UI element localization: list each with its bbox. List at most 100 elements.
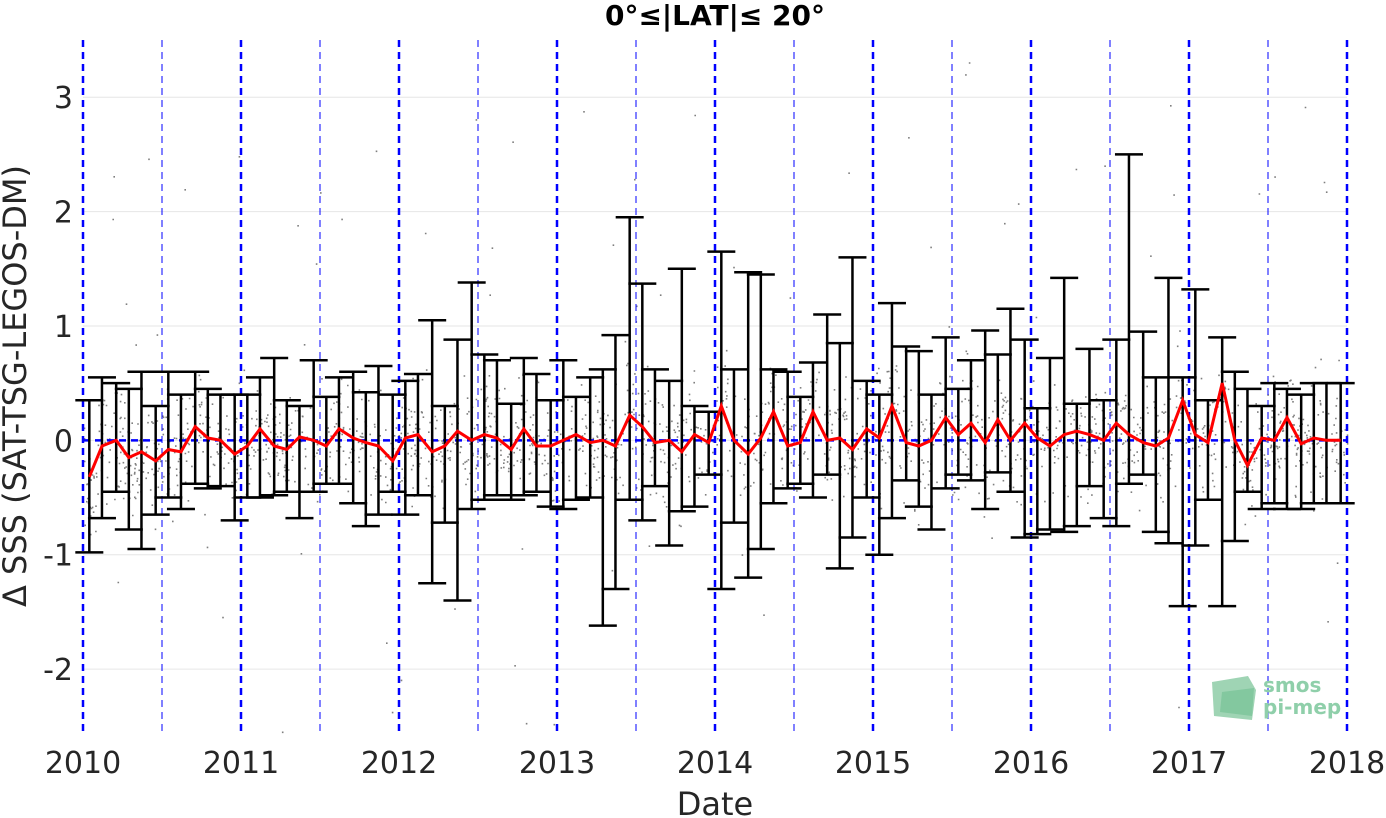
logo-text-smos: smos xyxy=(1263,673,1321,697)
errorbar xyxy=(378,393,407,494)
errorbar xyxy=(904,349,933,508)
errorbar xyxy=(391,379,420,516)
smos-pi-mep-logo: smos pi-mep xyxy=(1212,673,1341,720)
errorbar xyxy=(1035,356,1064,531)
errorbar xyxy=(640,368,669,488)
y-tick-label: 1 xyxy=(54,310,73,345)
x-tick-label: 2013 xyxy=(519,746,595,781)
errorbar xyxy=(773,370,802,490)
errorbar xyxy=(680,404,709,508)
errorbar xyxy=(1023,407,1052,536)
x-axis-title: Date xyxy=(677,785,753,818)
errorbar xyxy=(1181,288,1210,547)
errorbar xyxy=(759,368,788,505)
x-tick-label: 2010 xyxy=(45,746,121,781)
errorbar xyxy=(825,341,854,570)
x-tick-label: 2017 xyxy=(1151,746,1227,781)
logo-text-pi-mep: pi-mep xyxy=(1263,695,1341,719)
errorbar xyxy=(443,338,472,602)
errorbar xyxy=(102,381,131,494)
errorbar xyxy=(576,376,605,499)
errorbar xyxy=(1233,387,1262,494)
errorbar xyxy=(1326,381,1355,505)
errorbar xyxy=(470,353,499,502)
errorbar xyxy=(364,364,393,516)
errorbar xyxy=(852,379,881,499)
errorbar xyxy=(1168,376,1197,608)
errorbar xyxy=(1154,276,1183,545)
errorbar xyxy=(1089,399,1118,520)
errorbar xyxy=(285,404,314,520)
errorbar xyxy=(272,399,301,494)
monthly-mean-line xyxy=(87,382,1341,478)
errorbar xyxy=(615,216,644,502)
errorbar xyxy=(996,307,1025,494)
y-tick-label: 3 xyxy=(54,81,73,116)
x-tick-label: 2016 xyxy=(993,746,1069,781)
y-tick-label: -1 xyxy=(43,539,73,574)
plot-area xyxy=(75,40,1355,734)
x-tick-label: 2011 xyxy=(203,746,279,781)
errorbar xyxy=(971,329,1000,511)
errorbar xyxy=(956,359,985,482)
errorbar xyxy=(667,267,696,513)
errorbar xyxy=(628,282,657,522)
mean-line-layer xyxy=(87,382,1341,478)
errorbar xyxy=(351,391,380,528)
errorbar xyxy=(114,387,143,531)
x-tick-labels: 2010 2011 2012 2013 2014 2015 2016 2017 2018 xyxy=(45,746,1385,781)
errorbar xyxy=(457,281,486,511)
errorbar xyxy=(1010,338,1039,539)
errorbar xyxy=(798,361,827,499)
errorbar xyxy=(561,395,590,502)
x-tick-label: 2014 xyxy=(677,746,753,781)
x-tick-label: 2018 xyxy=(1309,746,1385,781)
errorbar xyxy=(1247,404,1276,511)
errorbar xyxy=(154,370,183,499)
errorbar xyxy=(655,379,684,547)
y-axis-title: Δ SSS (SAT-TSG-LEGOS-DM) xyxy=(0,165,34,607)
errorbar xyxy=(892,345,921,482)
errorbar xyxy=(1220,370,1249,543)
chart-title: 0°≤|LAT|≤ 20° xyxy=(605,0,825,32)
errorbar xyxy=(1129,330,1158,476)
errorbar xyxy=(1208,336,1237,608)
errorbar xyxy=(813,313,842,476)
errorbar xyxy=(944,387,973,476)
logo-mark-shade xyxy=(1220,688,1254,716)
errorbar xyxy=(1287,393,1316,511)
errorbar xyxy=(877,301,906,520)
errorbar xyxy=(1260,381,1289,505)
errorbar xyxy=(127,370,156,551)
errorbar xyxy=(1114,153,1143,486)
x-tick-label: 2015 xyxy=(835,746,911,781)
errorbar xyxy=(522,372,551,494)
reference-lines xyxy=(81,40,1349,732)
errorbar xyxy=(1102,338,1131,528)
errorbar xyxy=(588,368,617,627)
errorbar xyxy=(497,402,526,502)
errorbar xyxy=(536,399,565,508)
errorbar xyxy=(1075,347,1104,488)
y-tick-label: 0 xyxy=(54,424,73,459)
errorbar xyxy=(917,393,946,531)
errorbar xyxy=(931,336,960,490)
errorbar xyxy=(245,376,274,499)
errorbar xyxy=(719,368,748,524)
errorbar xyxy=(482,359,511,497)
errorbar xyxy=(430,404,459,524)
errorbar xyxy=(299,359,328,494)
y-tick-labels: -2 -1 0 1 2 3 xyxy=(43,81,73,688)
errorbar xyxy=(865,393,894,556)
y-tick-label: 2 xyxy=(54,196,73,231)
errorbar xyxy=(983,353,1012,474)
errorbar xyxy=(1141,376,1170,534)
x-tick-label: 2012 xyxy=(361,746,437,781)
errorbar xyxy=(734,270,763,579)
errorbar xyxy=(601,333,630,591)
y-tick-label: -2 xyxy=(43,653,73,688)
errorbar xyxy=(260,356,289,497)
errorbar xyxy=(1062,402,1091,528)
errorbar xyxy=(549,359,578,511)
